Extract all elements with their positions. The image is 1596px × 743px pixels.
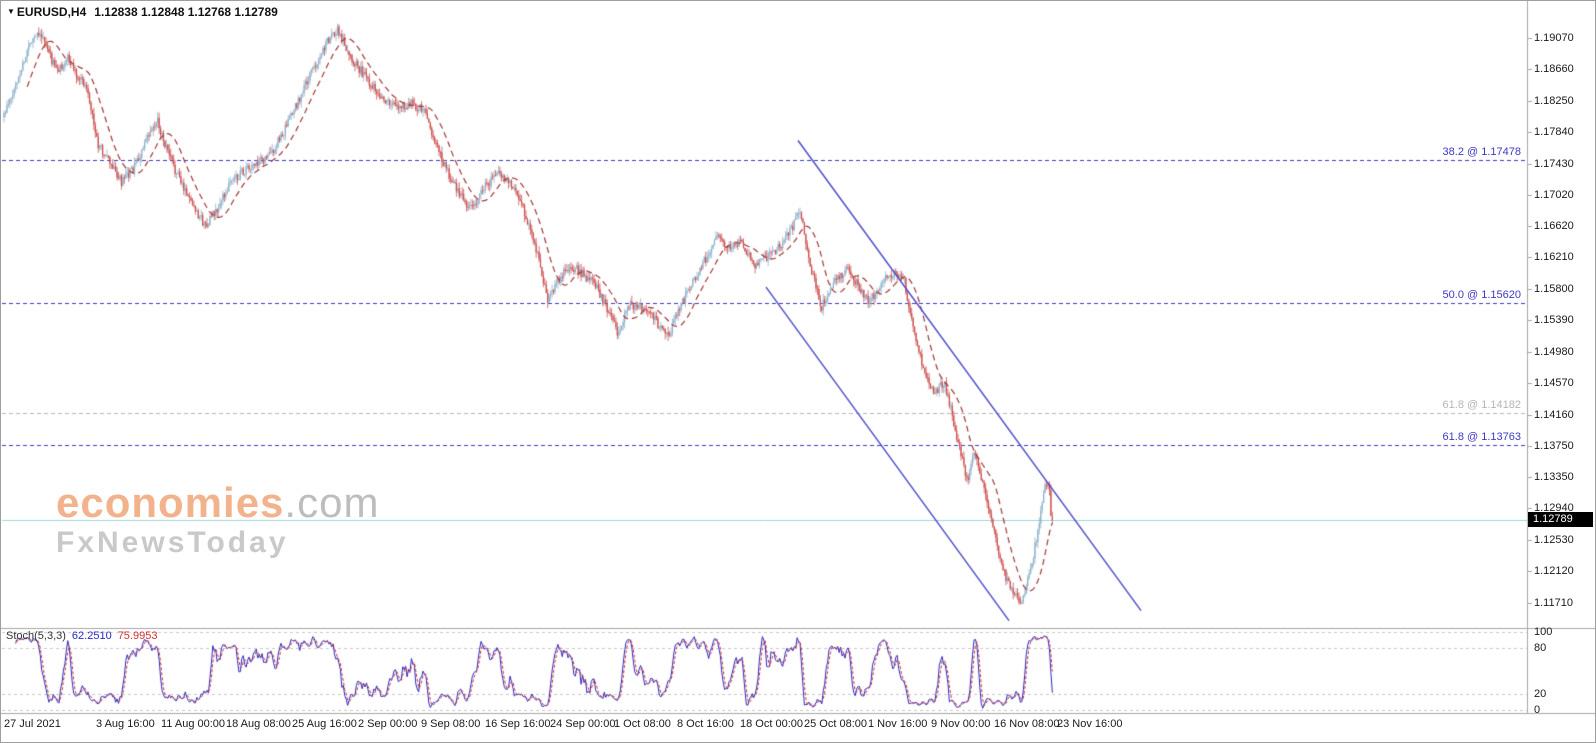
price-axis-label: 1.19070 [1534,31,1574,44]
time-axis-label: 18 Oct 00:00 [740,718,803,730]
price-axis-label: 1.14570 [1534,377,1574,390]
time-axis-label: 1 Nov 16:00 [868,718,928,730]
price-axis-label: 1.17430 [1534,157,1574,170]
indicator-axis-label: 20 [1534,688,1547,701]
ohlc-values: 1.12838 1.12848 1.12768 1.12789 [94,5,278,19]
time-axis-label: 23 Nov 16:00 [1057,718,1123,730]
fib-level-label: 61.8 @ 1.13763 [1442,431,1521,444]
price-axis-label: 1.15800 [1534,282,1574,295]
price-axis-label: 1.16620 [1534,219,1574,232]
time-axis-label: 9 Nov 00:00 [931,718,991,730]
current-price-tag: 1.12789 [1528,512,1593,528]
indicator-signal-value: 75.9953 [117,630,158,642]
symbol-marker-icon: ▼ [7,7,15,16]
indicator-label: Stoch(5,3,3) 62.2510 75.9953 [6,630,157,642]
indicator-axis-label: 0 [1534,704,1541,716]
time-axis-label: 16 Nov 08:00 [994,718,1060,730]
symbol-title: EURUSD,H4 [16,5,87,19]
fib-level-label: 38.2 @ 1.17478 [1442,145,1521,158]
price-axis-label: 1.12120 [1534,565,1574,578]
time-axis-label: 2 Sep 00:00 [358,718,418,730]
time-axis-label: 24 Sep 00:00 [550,718,616,730]
time-axis-label: 25 Aug 16:00 [292,718,357,730]
time-axis-label: 8 Oct 16:00 [677,718,734,730]
price-axis-label: 1.17840 [1534,126,1574,138]
time-axis-label: 16 Sep 16:00 [485,718,551,730]
fib-level-label: 61.8 @ 1.14182 [1442,399,1521,412]
time-axis-label: 1 Oct 08:00 [614,718,671,730]
price-axis-label: 1.14160 [1534,408,1574,421]
indicator-name: Stoch(5,3,3) [6,630,66,642]
price-axis-label: 1.12530 [1534,533,1574,546]
price-axis-label: 1.15390 [1534,314,1574,327]
time-axis-label: 11 Aug 00:00 [161,718,226,730]
price-axis-label: 1.13750 [1534,440,1574,453]
indicator-main-value: 62.2510 [71,630,112,642]
price-axis-label: 1.18250 [1534,94,1574,107]
chart-header: ▼ EURUSD,H4 1.12838 1.12848 1.12768 1.1278… [7,5,278,19]
price-axis-label: 1.11710 [1534,596,1573,609]
price-axis-label: 1.14980 [1534,345,1574,358]
indicator-axis-label: 80 [1534,641,1547,654]
price-axis-label: 1.16210 [1534,251,1574,264]
fib-level-label: 50.0 @ 1.15620 [1442,288,1521,301]
time-axis-label: 3 Aug 16:00 [96,718,155,730]
price-axis-label: 1.12940 [1534,502,1574,515]
time-axis-label: 18 Aug 08:00 [226,718,291,730]
time-axis-label: 25 Oct 08:00 [804,718,867,730]
price-axis-label: 1.17020 [1534,189,1574,201]
indicator-axis-label: 100 [1534,626,1553,638]
time-axis-label: 27 Jul 2021 [4,718,61,730]
time-axis-label: 9 Sep 08:00 [421,718,481,730]
price-axis-label: 1.13350 [1534,470,1574,483]
price-axis-label: 1.18660 [1534,63,1574,75]
